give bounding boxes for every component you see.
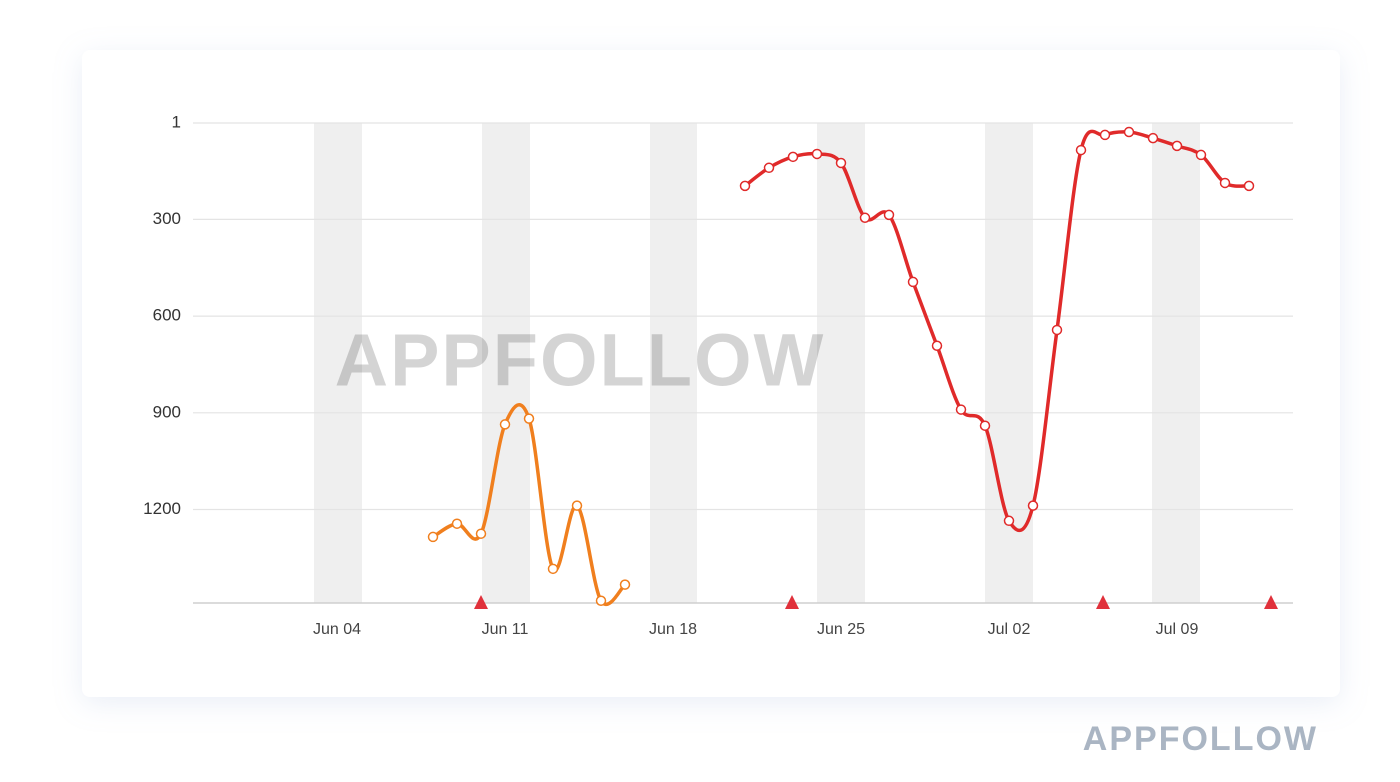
data-point xyxy=(1027,500,1039,511)
y-tick-label: 1200 xyxy=(143,499,181,518)
data-point xyxy=(1171,140,1183,152)
weekend-band xyxy=(650,123,697,603)
data-point xyxy=(955,404,967,415)
y-tick-label: 600 xyxy=(153,306,181,325)
weekend-band xyxy=(985,123,1033,603)
data-point xyxy=(1123,126,1135,138)
data-point xyxy=(547,563,559,575)
data-point xyxy=(1219,177,1231,189)
data-point xyxy=(907,276,919,288)
data-point xyxy=(1147,132,1159,144)
data-point xyxy=(451,518,463,529)
x-tick-label: Jun 04 xyxy=(313,621,361,638)
event-marker xyxy=(1096,595,1110,609)
data-point xyxy=(499,419,511,430)
weekend-band xyxy=(1152,123,1200,603)
data-point xyxy=(1075,144,1087,156)
y-tick-label: 300 xyxy=(153,209,181,228)
data-point xyxy=(619,579,631,590)
data-point xyxy=(571,500,583,511)
event-marker xyxy=(474,595,488,609)
data-point xyxy=(787,151,799,163)
data-point xyxy=(835,157,847,169)
data-point xyxy=(1195,149,1207,161)
data-point xyxy=(931,340,943,352)
data-point xyxy=(1003,515,1015,527)
data-point xyxy=(1099,129,1111,141)
y-tick-label: 1 xyxy=(172,112,181,131)
event-marker xyxy=(1264,595,1278,609)
data-point xyxy=(595,595,607,606)
data-point xyxy=(811,148,823,160)
x-tick-label: Jun 25 xyxy=(817,621,865,638)
watermark: APPFOLLOW xyxy=(335,319,826,402)
event-marker xyxy=(785,595,799,609)
series-line xyxy=(431,403,627,606)
plot xyxy=(427,126,1255,606)
weekend-band xyxy=(314,123,362,603)
data-point xyxy=(859,212,871,224)
data-point xyxy=(883,209,895,221)
data-point xyxy=(739,180,751,192)
x-tick-label: Jul 02 xyxy=(988,621,1031,638)
data-point xyxy=(427,531,439,543)
event-markers xyxy=(474,595,1278,609)
x-tick-label: Jun 18 xyxy=(649,621,697,638)
data-point xyxy=(1051,324,1063,336)
data-point xyxy=(979,420,991,431)
weekend-band xyxy=(482,123,530,603)
y-tick-label: 900 xyxy=(153,402,181,421)
x-tick-label: Jun 11 xyxy=(482,621,529,638)
data-point xyxy=(523,413,535,424)
x-tick-label: Jul 09 xyxy=(1156,621,1199,638)
data-point xyxy=(1243,180,1255,192)
grid xyxy=(193,122,1293,511)
data-point xyxy=(475,528,487,539)
brand-logo: APPFOLLOW xyxy=(1083,720,1318,758)
data-point xyxy=(763,162,775,174)
